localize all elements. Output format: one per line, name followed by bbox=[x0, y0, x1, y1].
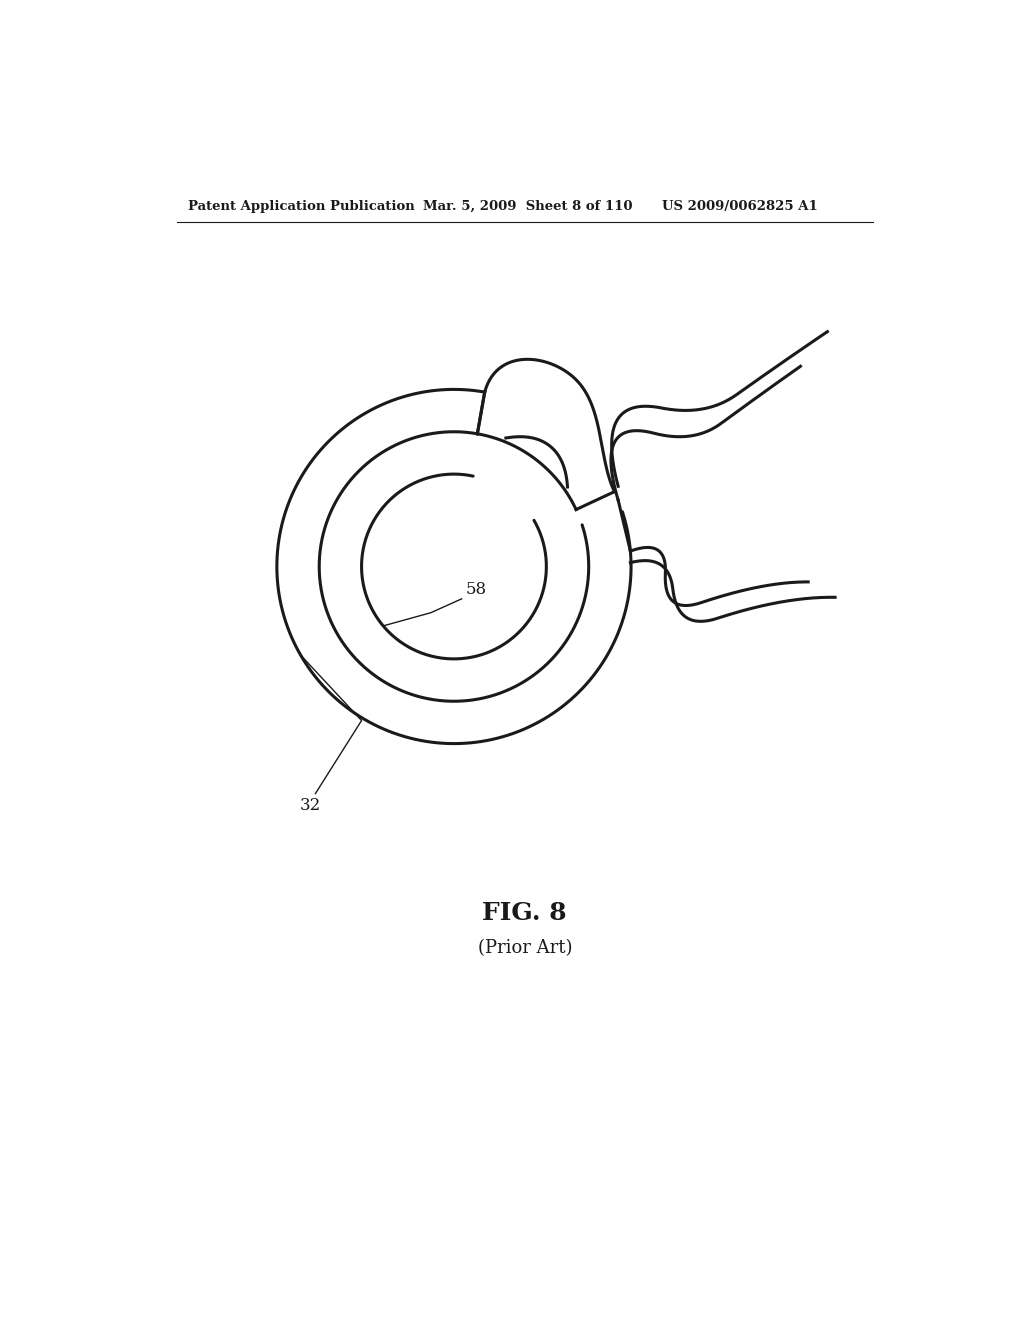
Text: (Prior Art): (Prior Art) bbox=[477, 939, 572, 957]
Text: US 2009/0062825 A1: US 2009/0062825 A1 bbox=[662, 199, 817, 213]
Text: 32: 32 bbox=[300, 797, 322, 813]
Text: FIG. 8: FIG. 8 bbox=[482, 902, 567, 925]
Text: 58: 58 bbox=[466, 581, 486, 598]
Text: Mar. 5, 2009  Sheet 8 of 110: Mar. 5, 2009 Sheet 8 of 110 bbox=[423, 199, 633, 213]
Text: Patent Application Publication: Patent Application Publication bbox=[188, 199, 415, 213]
